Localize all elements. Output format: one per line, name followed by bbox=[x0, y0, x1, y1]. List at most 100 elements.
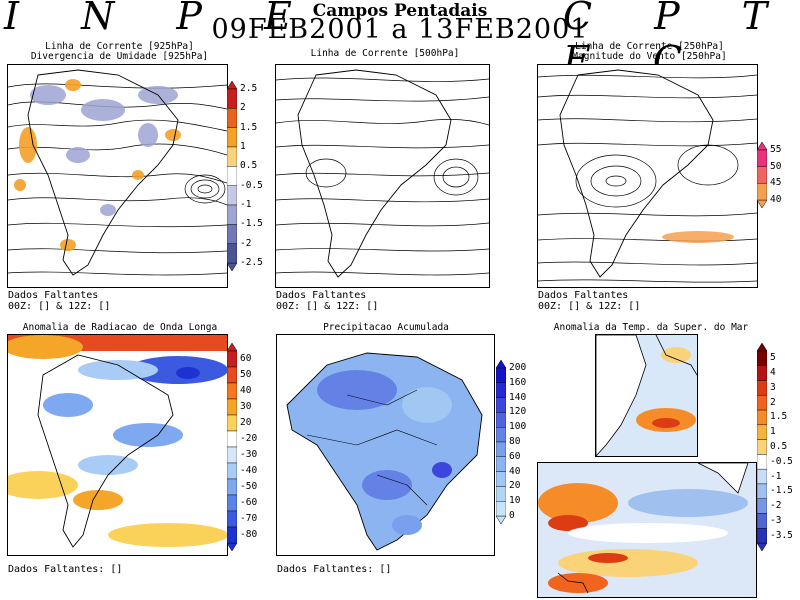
cb6-swatch bbox=[757, 483, 767, 499]
cb1-swatch bbox=[227, 185, 237, 206]
cb4-label: 30 bbox=[240, 401, 252, 412]
cb5-label: 20 bbox=[509, 480, 521, 492]
cb6-swatch bbox=[757, 350, 767, 366]
cb5-label: 0 bbox=[509, 510, 515, 521]
panel2-title: Linha de Corrente [500hPa] bbox=[310, 48, 460, 59]
cb6-label: -3.5 bbox=[770, 529, 793, 541]
cb4-swatch bbox=[227, 350, 237, 368]
cb6-swatch bbox=[757, 365, 767, 381]
cb6-label: 1 bbox=[770, 426, 776, 438]
cb5-label: 10 bbox=[509, 495, 521, 507]
cb6-swatch bbox=[757, 439, 767, 455]
cb4-label: -20 bbox=[240, 433, 258, 444]
cb4-swatch bbox=[227, 382, 237, 400]
panel3-missing-label: Dados Faltantes bbox=[538, 290, 629, 301]
panel3-title: Linha de Corrente [250hPa] Magnitude do … bbox=[537, 42, 762, 62]
panel1-title: Linha de Corrente [925hPa] Divergencia d… bbox=[7, 42, 232, 62]
cb1-bottom-triangle bbox=[227, 262, 237, 271]
panel3-title-line2: Magnitude do Vento [250hPa] bbox=[572, 51, 727, 62]
cb4-swatch bbox=[227, 430, 237, 448]
cb4-swatch bbox=[227, 510, 237, 528]
cb1-swatch bbox=[227, 88, 237, 109]
cb6-swatch bbox=[757, 409, 767, 426]
cb3-label: 55 bbox=[770, 144, 782, 155]
panel5-map bbox=[276, 334, 495, 556]
panel4-colorbar-ramp bbox=[227, 343, 237, 551]
cb1-swatch bbox=[227, 166, 237, 186]
cb6-label: 4 bbox=[770, 367, 776, 379]
cb3-swatch bbox=[757, 183, 767, 201]
cb1-label: 1.5 bbox=[240, 121, 258, 133]
cb1-swatch bbox=[227, 146, 237, 167]
cb4-swatch bbox=[227, 478, 237, 496]
cb1-label: -1 bbox=[240, 199, 252, 210]
cb5-label: 160 bbox=[509, 376, 527, 388]
cb3-swatch bbox=[757, 166, 767, 184]
panel6-title: Anomalia da Temp. da Super. do Mar bbox=[553, 322, 749, 333]
cb5-label: 80 bbox=[509, 436, 521, 447]
panel2-map bbox=[275, 64, 490, 288]
cb5-label: 140 bbox=[509, 391, 527, 403]
cb1-label: 0.5 bbox=[240, 160, 258, 172]
cb6-label: 5 bbox=[770, 352, 776, 364]
cb4-label: -40 bbox=[240, 465, 258, 476]
cb3-label: 40 bbox=[770, 194, 782, 205]
panel5-colorbar-ramp bbox=[496, 360, 506, 524]
panel6-colorbar-ramp bbox=[757, 343, 767, 551]
cb5-swatch bbox=[496, 486, 506, 502]
cb3-label: 50 bbox=[770, 160, 782, 172]
cb5-label: 40 bbox=[509, 465, 521, 477]
cb5-bottom-triangle bbox=[496, 515, 506, 524]
cb6-swatch bbox=[757, 454, 767, 470]
cb4-label: 40 bbox=[240, 385, 252, 396]
cb6-label: 1.5 bbox=[770, 411, 788, 423]
cb6-top-triangle bbox=[757, 343, 767, 352]
cb4-swatch bbox=[227, 462, 237, 480]
panel4-missing: Dados Faltantes: [] bbox=[8, 564, 123, 575]
cb6-bottom-triangle bbox=[757, 542, 767, 551]
panel3-title-line1: Linha de Corrente [250hPa] bbox=[575, 41, 724, 52]
cb3-bottom-triangle bbox=[757, 199, 767, 208]
cb4-label: 60 bbox=[240, 353, 252, 364]
panel2-missing-label: Dados Faltantes bbox=[276, 290, 367, 301]
cb6-swatch bbox=[757, 468, 767, 485]
panel6-inset-atlantic bbox=[595, 334, 698, 457]
cb5-label: 60 bbox=[509, 450, 521, 462]
panel4-title: Anomalia de Radiacao de Onda Longa bbox=[22, 322, 218, 333]
panel6-colorbar: 5 4 3 2 1.5 1 0.5 -0.5 -1 -1.5 -2 -3 -3.5 bbox=[757, 343, 797, 551]
cb6-label: -2 bbox=[770, 500, 782, 512]
cb5-swatch bbox=[496, 382, 506, 398]
cb1-label: -2 bbox=[240, 237, 252, 249]
cb1-swatch bbox=[227, 127, 237, 148]
panel3-missing-values: 00Z: [] & 12Z: [] bbox=[538, 301, 641, 312]
cb3-swatch bbox=[757, 149, 767, 167]
panel1-missing-values: 00Z: [] & 12Z: [] bbox=[8, 301, 111, 312]
panel5-colorbar: 200 160 140 120 100 80 60 40 20 10 0 bbox=[496, 360, 536, 524]
cb1-label: 2 bbox=[240, 102, 246, 114]
cb6-label: 3 bbox=[770, 381, 776, 393]
cb4-label: 50 bbox=[240, 369, 252, 380]
cb1-label: -0.5 bbox=[240, 179, 263, 191]
panel5-missing: Dados Faltantes: [] bbox=[277, 564, 392, 575]
cb4-top-triangle bbox=[227, 343, 237, 352]
cb1-label: 2.5 bbox=[240, 83, 258, 94]
cb6-swatch bbox=[757, 424, 767, 440]
cb5-top-triangle bbox=[496, 360, 506, 369]
cb4-label: -80 bbox=[240, 529, 258, 540]
cb6-swatch bbox=[757, 528, 767, 544]
panel1-colorbar-ramp bbox=[227, 81, 237, 271]
cb5-swatch bbox=[496, 426, 506, 443]
cb4-swatch bbox=[227, 446, 237, 464]
cb6-swatch bbox=[757, 380, 767, 396]
cb4-swatch bbox=[227, 414, 237, 432]
panel1-missing-label: Dados Faltantes bbox=[8, 290, 99, 301]
panel5-title: Precipitacao Acumulada bbox=[323, 322, 449, 333]
cb5-swatch bbox=[496, 441, 506, 458]
cb6-label: -1.5 bbox=[770, 485, 793, 497]
panel4-map bbox=[7, 334, 228, 556]
cb6-label: 2 bbox=[770, 396, 776, 408]
cb4-label: -70 bbox=[240, 513, 258, 524]
cb5-label: 120 bbox=[509, 406, 527, 418]
panel1-colorbar: 2.5 2 1.5 1 0.5 -0.5 -1 -1.5 -2 -2.5 bbox=[227, 81, 267, 271]
panel3-map bbox=[537, 64, 758, 288]
